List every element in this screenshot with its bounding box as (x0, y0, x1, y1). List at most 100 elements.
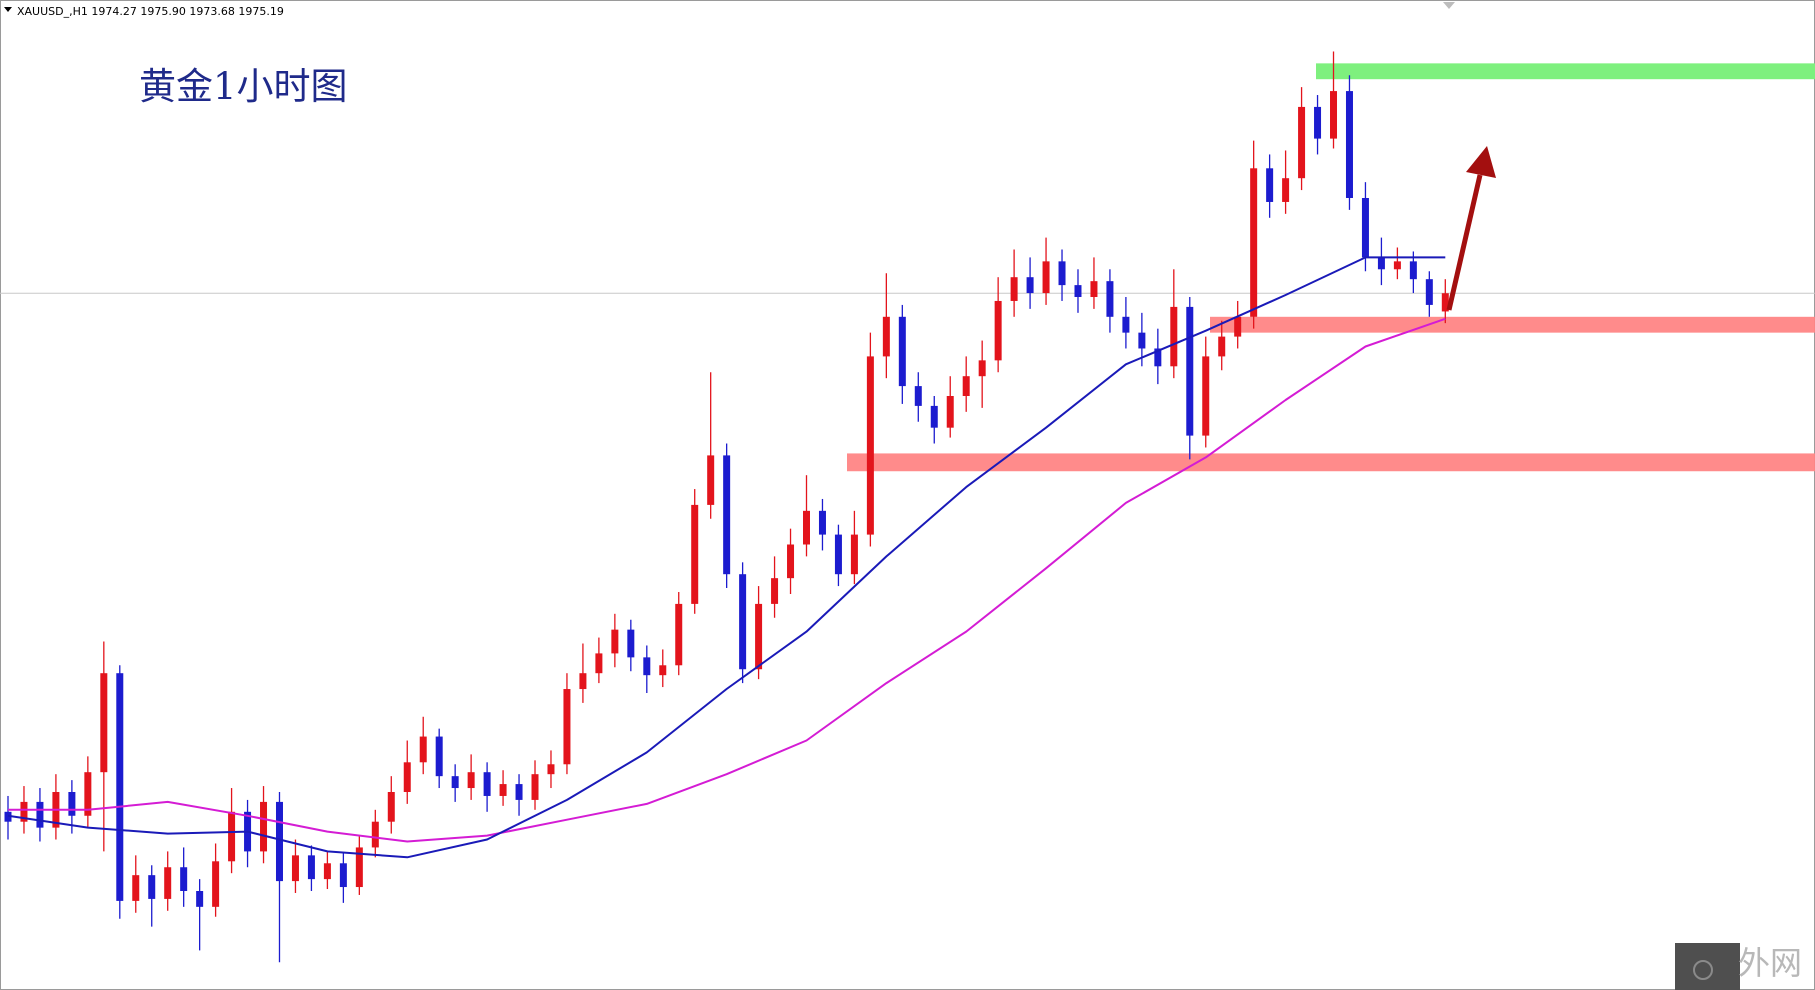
candle-body (611, 629, 619, 654)
candle-body (1010, 277, 1018, 301)
candle-body (451, 776, 459, 789)
candle-body (627, 629, 635, 658)
candle-body (260, 801, 268, 852)
watermark-icon (1693, 960, 1713, 980)
candle-body (1441, 293, 1449, 312)
candle-body (419, 736, 427, 763)
candle-body (1361, 198, 1369, 258)
arrow-head (1466, 146, 1496, 178)
candle-body (834, 534, 842, 575)
candle-body (531, 774, 539, 800)
candle-body (1042, 261, 1050, 294)
candle-body (850, 534, 858, 575)
candle-body (787, 544, 795, 579)
candle-body (1122, 316, 1130, 333)
candle-body (898, 316, 906, 387)
zones (847, 63, 1815, 472)
candle-body (355, 847, 363, 888)
candle-body (275, 801, 283, 882)
candle-body (1138, 332, 1146, 349)
candle-body (467, 772, 475, 789)
candle-body (148, 875, 156, 899)
candle-body (20, 801, 28, 822)
candle-body (84, 772, 92, 816)
moving-average (8, 317, 1446, 843)
moving-average (7, 256, 1446, 859)
candle-body (403, 762, 411, 792)
candle-body (579, 673, 587, 690)
candle-body (707, 455, 715, 505)
candle-body (755, 603, 763, 670)
arrow (1446, 146, 1496, 311)
watermark-logo (1675, 943, 1740, 990)
candle-body (371, 821, 379, 848)
candle-body (930, 405, 938, 428)
candle-body (882, 316, 890, 357)
candle-body (196, 891, 204, 907)
candle-body (212, 861, 220, 907)
header-marker (4, 7, 12, 12)
candle-body (1409, 261, 1417, 280)
candle-body (307, 855, 315, 880)
candle-body (866, 356, 874, 535)
candle-body (180, 867, 188, 891)
candle-body (1106, 281, 1114, 317)
candle-body (68, 792, 76, 816)
arrow-shaft (1446, 174, 1483, 311)
candle-body (563, 689, 571, 765)
candle-body (1377, 257, 1385, 270)
candle-body (547, 764, 555, 775)
candle-body (1090, 281, 1098, 297)
candle-body (515, 784, 523, 800)
candle-body (1234, 316, 1242, 337)
candle-body (643, 657, 651, 676)
candle-body (1393, 261, 1401, 270)
chart-title: 黄金1小时图 (139, 65, 348, 108)
candle-body (132, 875, 140, 901)
candle-body (1266, 168, 1274, 202)
candle-body (1026, 277, 1034, 294)
candle-body (1345, 91, 1353, 198)
candle-body (946, 396, 954, 428)
candle-body (1282, 178, 1290, 202)
candle-body (994, 300, 1002, 361)
scroll-marker (1443, 2, 1455, 9)
candle-body (818, 510, 826, 535)
candle-body (1298, 106, 1306, 179)
candle-body (339, 863, 347, 888)
candle-body (36, 801, 44, 828)
symbol-header: XAUUSD_,H1 1974.27 1975.90 1973.68 1975.… (17, 5, 284, 18)
candle-body (595, 653, 603, 674)
candle-body (499, 784, 507, 796)
candle-body (1186, 306, 1194, 436)
candle-body (691, 504, 699, 604)
candle-body (1154, 348, 1162, 367)
candle-body (978, 360, 986, 377)
zone (1210, 316, 1815, 333)
zone (847, 453, 1815, 472)
candle-body (100, 673, 108, 773)
candle-body (228, 811, 236, 862)
candle-body (1330, 91, 1338, 139)
candle-body (1074, 285, 1082, 297)
candle-body (962, 376, 970, 396)
candle-body (164, 867, 172, 899)
candle-body (435, 736, 443, 777)
candle-body (803, 510, 810, 545)
moving-averages (7, 256, 1446, 859)
candle-body (1202, 356, 1210, 436)
watermark: 外网 (1738, 944, 1802, 982)
candle-body (771, 578, 779, 604)
candle-body (387, 792, 395, 822)
candle-body (1058, 261, 1066, 286)
zone (1316, 63, 1815, 80)
candle-body (1314, 106, 1322, 139)
candle-body (1218, 336, 1226, 357)
candle-body (723, 455, 731, 575)
candle-body (1250, 168, 1258, 317)
candle-body (1425, 279, 1433, 305)
candle-body (739, 574, 747, 670)
